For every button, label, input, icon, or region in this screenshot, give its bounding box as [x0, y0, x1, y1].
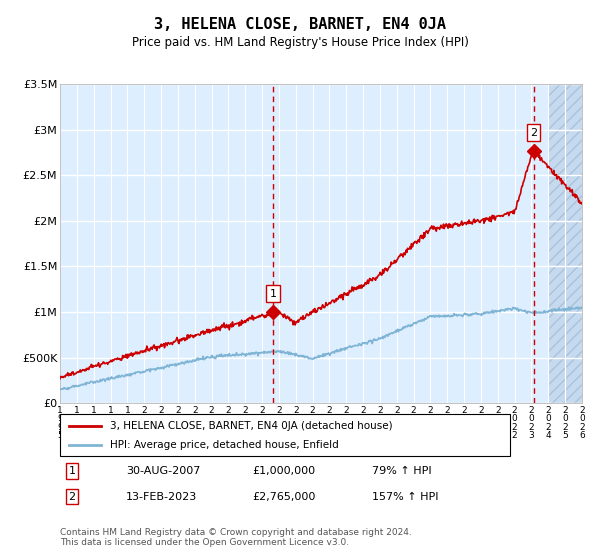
Text: 3, HELENA CLOSE, BARNET, EN4 0JA: 3, HELENA CLOSE, BARNET, EN4 0JA — [154, 17, 446, 32]
Text: £1,000,000: £1,000,000 — [252, 466, 315, 476]
Text: 13-FEB-2023: 13-FEB-2023 — [126, 492, 197, 502]
Text: Price paid vs. HM Land Registry's House Price Index (HPI): Price paid vs. HM Land Registry's House … — [131, 36, 469, 49]
Text: 1: 1 — [68, 466, 76, 476]
Bar — [548, 84, 582, 403]
Text: 3, HELENA CLOSE, BARNET, EN4 0JA (detached house): 3, HELENA CLOSE, BARNET, EN4 0JA (detach… — [110, 421, 392, 431]
Text: 2: 2 — [530, 128, 537, 138]
FancyBboxPatch shape — [60, 414, 510, 456]
Text: 1: 1 — [269, 289, 277, 299]
Text: Contains HM Land Registry data © Crown copyright and database right 2024.
This d: Contains HM Land Registry data © Crown c… — [60, 528, 412, 547]
Text: HPI: Average price, detached house, Enfield: HPI: Average price, detached house, Enfi… — [110, 440, 338, 450]
Text: 2: 2 — [68, 492, 76, 502]
Text: 30-AUG-2007: 30-AUG-2007 — [126, 466, 200, 476]
Text: 79% ↑ HPI: 79% ↑ HPI — [372, 466, 431, 476]
Text: 157% ↑ HPI: 157% ↑ HPI — [372, 492, 439, 502]
Text: £2,765,000: £2,765,000 — [252, 492, 316, 502]
